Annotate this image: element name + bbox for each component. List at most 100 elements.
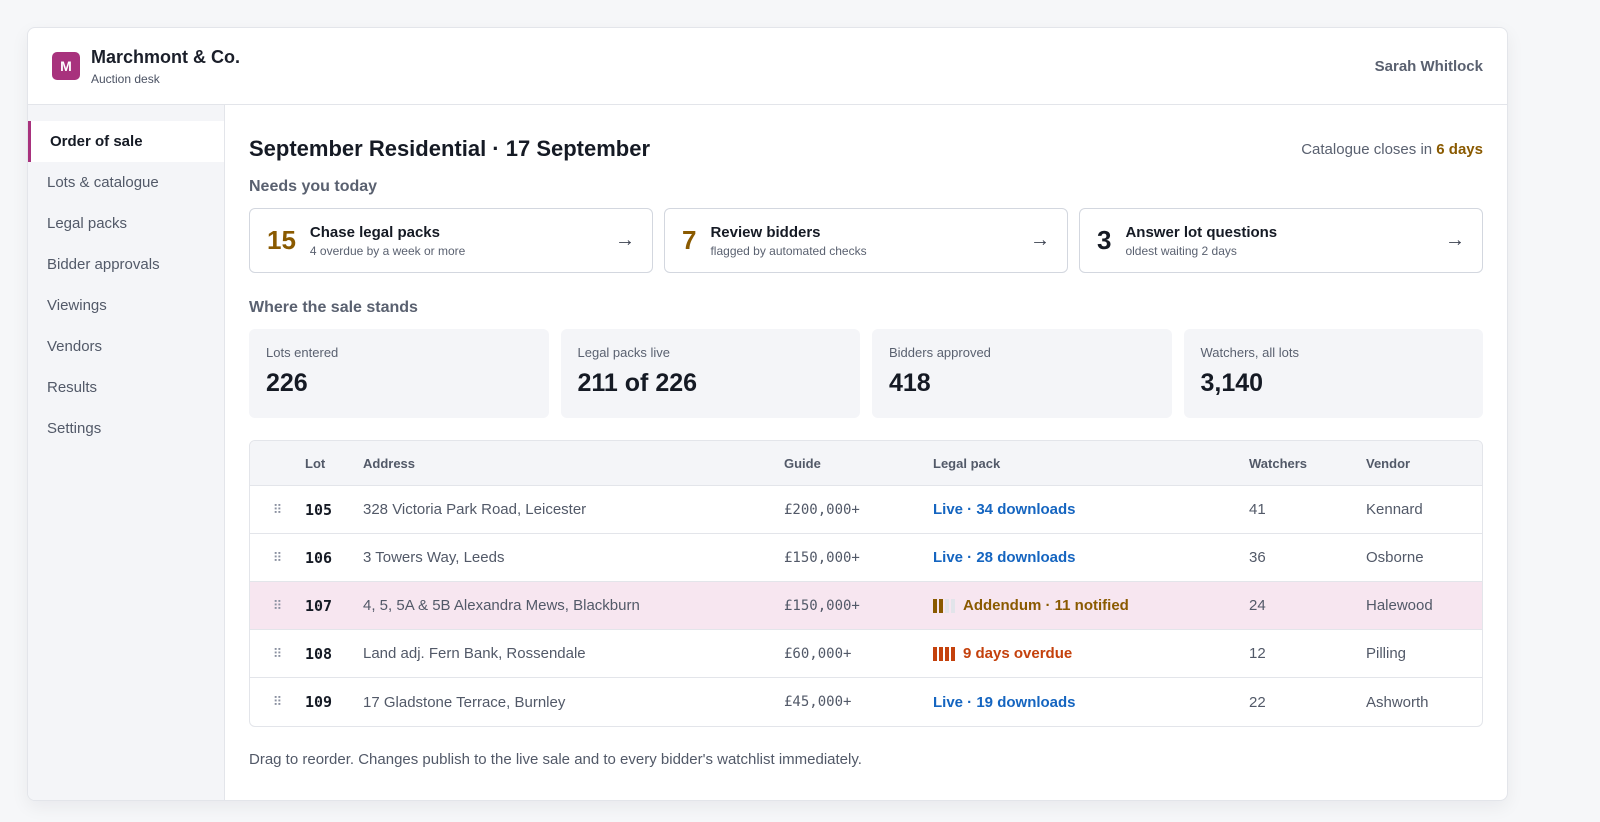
legal-pack-status: Addendum · 11 notified [933,597,1249,614]
sidebar-item-lots-catalogue[interactable]: Lots & catalogue [47,174,159,191]
task-subtitle: oldest waiting 2 days [1125,243,1237,258]
sidebar-item-order-of-sale[interactable]: Order of sale [28,121,224,162]
vendor-name: Ashworth [1366,693,1429,711]
legal-pack-text: 9 days overdue [963,645,1073,662]
stat-value: 211 of 226 [577,369,698,397]
header-watchers: Watchers [1249,455,1308,471]
stat-label: Bidders approved [889,345,991,360]
task-title: Answer lot questions [1125,223,1278,241]
lot-number: 105 [305,500,333,519]
watchers-count: 12 [1249,645,1266,662]
progress-bar-segment [939,598,943,613]
header-vendor: Vendor [1366,455,1411,471]
task-text: Answer lot questions oldest waiting 2 day… [1125,224,1277,258]
task-card[interactable]: 15 Chase legal packs 4 overdue by a week o… [249,208,653,273]
vendor-name: Osborne [1366,549,1424,566]
progress-bars-icon [933,646,955,661]
legal-pack-status[interactable]: Live · 34 downloads [933,501,1249,518]
drag-handle-icon[interactable]: ⠿ [272,645,283,661]
task-title: Chase legal packs [309,223,440,241]
legal-pack-text: Addendum · 11 notified [963,597,1129,614]
task-subtitle: 4 overdue by a week or more [309,243,466,258]
header-legal-pack: Legal pack [933,455,1001,471]
sidebar-item-results[interactable]: Results [47,379,98,396]
watchers-count: 36 [1249,549,1266,566]
brand-subtitle: Auction desk [91,72,160,86]
progress-bar-segment [933,598,937,613]
drag-handle-icon[interactable]: ⠿ [272,501,283,517]
catalogue-closes-label: Catalogue closes in [1301,140,1437,158]
sidebar-item-viewings[interactable]: Viewings [47,297,107,314]
header-guide: Guide [784,455,821,471]
task-count: 7 [682,225,697,255]
guide-price: £150,000+ [784,549,860,566]
progress-bar-segment [939,646,943,661]
stat-value: 418 [889,369,931,397]
progress-bar-segment [951,598,955,613]
guide-price: £60,000+ [784,645,852,662]
app-header: M Marchmont & Co. Auction desk Sarah Whi… [28,28,1507,105]
lot-number: 106 [305,548,333,567]
lot-address: 328 Victoria Park Road, Leicester [363,501,587,518]
vendor-name: Pilling [1366,645,1407,662]
task-cards: 15 Chase legal packs 4 overdue by a week o… [249,208,1483,273]
stat-value: 226 [266,369,308,397]
arrow-right-icon: → [615,229,635,251]
lot-number: 109 [305,693,333,711]
catalogue-closes: Catalogue closes in 6 days [1301,141,1483,158]
lot-number: 107 [305,596,333,615]
legal-pack-text[interactable]: Live · 34 downloads [933,501,1076,518]
table-row[interactable]: ⠿ 109 17 Gladstone Terrace, Burnley £45,000… [250,678,1482,726]
vendor-name: Halewood [1366,597,1433,614]
user-name[interactable]: Sarah Whitlock [1374,57,1483,75]
task-subtitle: flagged by automated checks [710,243,867,258]
lot-address: 3 Towers Way, Leeds [363,549,505,566]
stat-label: Watchers, all lots [1200,345,1300,360]
needs-today-heading: Needs you today [249,178,378,195]
legal-pack-status: 9 days overdue [933,645,1249,662]
progress-bar-segment [945,598,949,613]
lot-address: 4, 5, 5A & 5B Alexandra Mews, Blackburn [363,597,640,614]
sidebar: Order of sale Lots & catalogue Legal packs… [28,105,225,800]
task-card[interactable]: 7 Review bidders flagged by automated chec… [664,208,1068,273]
legal-pack-status[interactable]: Live · 28 downloads [933,549,1249,566]
table-row[interactable]: ⠿ 106 3 Towers Way, Leeds £150,000+ Live · 2… [250,534,1482,582]
header-address: Address [363,455,416,471]
drag-handle-icon[interactable]: ⠿ [272,549,283,565]
guide-price: £200,000+ [784,501,860,518]
lot-number: 108 [305,644,333,663]
task-text: Review bidders flagged by automated check… [710,224,866,258]
legal-pack-status[interactable]: Live · 19 downloads [933,694,1249,711]
legal-pack-text[interactable]: Live · 28 downloads [933,549,1076,566]
stat-card: Watchers, all lots 3,140 [1183,329,1483,418]
stat-value: 3,140 [1200,369,1264,397]
brand-logo: M [52,52,80,80]
watchers-count: 41 [1249,501,1266,518]
progress-bar-segment [945,646,949,661]
stat-cards: Lots entered 226 Legal packs live 211 of 22… [249,329,1483,418]
sidebar-item-legal-packs[interactable]: Legal packs [47,215,128,232]
stat-card: Bidders approved 418 [872,329,1172,418]
brand-name: Marchmont & Co. [91,47,241,67]
sidebar-item-vendors[interactable]: Vendors [47,338,103,355]
progress-bars-icon [933,598,955,613]
sidebar-item-bidder-approvals[interactable]: Bidder approvals [47,256,160,273]
sidebar-item-settings[interactable]: Settings [47,420,102,437]
table-header: Lot Address Guide Legal pack Watchers Ve… [250,441,1482,486]
arrow-right-icon: → [1030,229,1050,251]
watchers-count: 22 [1249,693,1266,711]
brand: Marchmont & Co. Auction desk [91,46,240,86]
task-card[interactable]: 3 Answer lot questions oldest waiting 2 da… [1079,208,1483,273]
app-window: M Marchmont & Co. Auction desk Sarah Whi… [27,27,1508,801]
drag-handle-icon[interactable]: ⠿ [272,694,283,709]
drag-handle-icon[interactable]: ⠿ [272,597,283,613]
progress-bar-segment [951,646,955,661]
reorder-footnote: Drag to reorder. Changes publish to the … [249,751,862,768]
legal-pack-text[interactable]: Live · 19 downloads [933,693,1076,711]
lot-address: 17 Gladstone Terrace, Burnley [363,693,566,711]
table-row[interactable]: ⠿ 107 4, 5, 5A & 5B Alexandra Mews, Blackb… [250,582,1482,630]
main-content: September Residential · 17 September Cat… [225,105,1507,800]
table-row[interactable]: ⠿ 108 Land adj. Fern Bank, Rossendale £60,0… [250,630,1482,678]
watchers-count: 24 [1249,597,1266,614]
table-row[interactable]: ⠿ 105 328 Victoria Park Road, Leicester £20… [250,486,1482,534]
